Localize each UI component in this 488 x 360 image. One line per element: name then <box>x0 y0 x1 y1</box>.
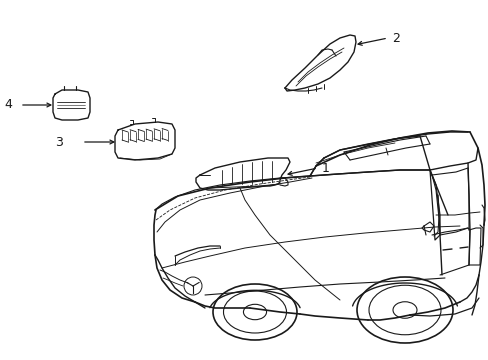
Text: 3: 3 <box>55 135 63 148</box>
Text: 1: 1 <box>321 162 329 175</box>
Text: 4: 4 <box>4 99 12 112</box>
Text: 2: 2 <box>391 31 399 45</box>
